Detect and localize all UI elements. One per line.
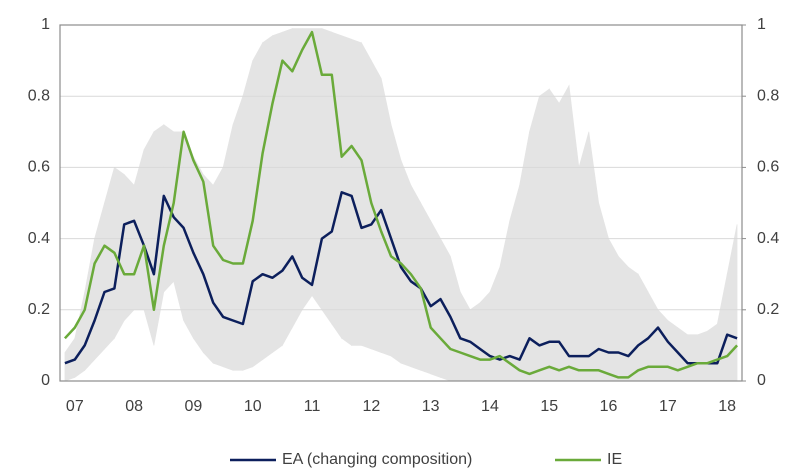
y-tick-label: 0.6 xyxy=(28,159,50,176)
range-segment xyxy=(657,309,669,382)
x-tick-label: 11 xyxy=(304,398,321,415)
range-segment xyxy=(578,131,590,382)
range-segment xyxy=(716,274,728,382)
range-segment xyxy=(637,273,649,382)
lines xyxy=(63,30,739,379)
range-segment xyxy=(539,88,550,382)
y2-tick-label: 0.8 xyxy=(757,87,779,104)
y-tick-label: 0.8 xyxy=(28,87,50,104)
x-tick-label: 15 xyxy=(540,398,558,415)
x-tick-label: 18 xyxy=(718,398,736,415)
x-tick-label: 12 xyxy=(362,398,380,415)
x-tick-label: 17 xyxy=(659,398,677,415)
legend-label: IE xyxy=(607,451,622,468)
range-segment xyxy=(262,35,273,361)
range-segment xyxy=(203,173,214,364)
range-segment xyxy=(697,330,708,382)
range-segment xyxy=(598,202,609,382)
x-tick-label: 10 xyxy=(244,398,262,415)
y-tick-label: 0.4 xyxy=(28,230,50,247)
range-segment xyxy=(628,266,639,382)
range-segment xyxy=(489,266,501,382)
y-tick-label: 1 xyxy=(41,16,50,33)
y2-tick-label: 0.6 xyxy=(757,159,779,176)
plot-frame xyxy=(59,24,743,382)
range-segment xyxy=(74,291,86,379)
range-segment xyxy=(94,202,105,361)
range-segment xyxy=(183,131,194,340)
x-tick-label: 16 xyxy=(600,398,618,415)
range-segment xyxy=(291,28,303,329)
legend-label: EA (changing composition) xyxy=(282,451,472,468)
range-segment xyxy=(123,173,135,322)
range-segment xyxy=(558,84,570,382)
y2-tick-label: 1 xyxy=(757,16,766,33)
range-segment xyxy=(509,185,520,382)
y2-tick-label: 0.4 xyxy=(757,230,779,247)
range-segment xyxy=(222,124,234,371)
x-tick-label: 08 xyxy=(125,398,143,415)
range-segment xyxy=(232,96,244,371)
range-segment xyxy=(687,334,698,382)
range-segment xyxy=(568,85,580,382)
range-segment xyxy=(242,60,254,371)
range-segment xyxy=(351,38,362,346)
x-tick-label: 09 xyxy=(185,398,203,415)
range-segment xyxy=(707,323,718,382)
range-segment xyxy=(321,28,333,325)
x-tick-label: 13 xyxy=(422,398,440,415)
range-segment xyxy=(133,149,145,311)
grid xyxy=(60,24,742,382)
range-band xyxy=(64,28,738,382)
range-segment xyxy=(212,166,224,368)
range-segment xyxy=(479,291,491,382)
range-segment xyxy=(104,167,115,350)
range-segment xyxy=(726,224,738,382)
range-segment xyxy=(460,290,471,382)
y-tick-label: 0.2 xyxy=(28,301,50,318)
range-segment xyxy=(341,35,352,346)
range-segment xyxy=(618,255,629,382)
range-segment xyxy=(301,28,313,311)
x-tick-label: 14 xyxy=(481,398,499,415)
y2-tick-label: 0 xyxy=(757,372,766,389)
series-line xyxy=(64,191,738,365)
y2-tick-label: 0.2 xyxy=(757,301,779,318)
range-segment xyxy=(282,28,293,347)
range-segment xyxy=(588,131,599,382)
x-tick-label: 07 xyxy=(66,398,84,415)
range-segment xyxy=(548,88,560,382)
series-line xyxy=(63,30,739,379)
y-tick-label: 0 xyxy=(41,372,50,389)
